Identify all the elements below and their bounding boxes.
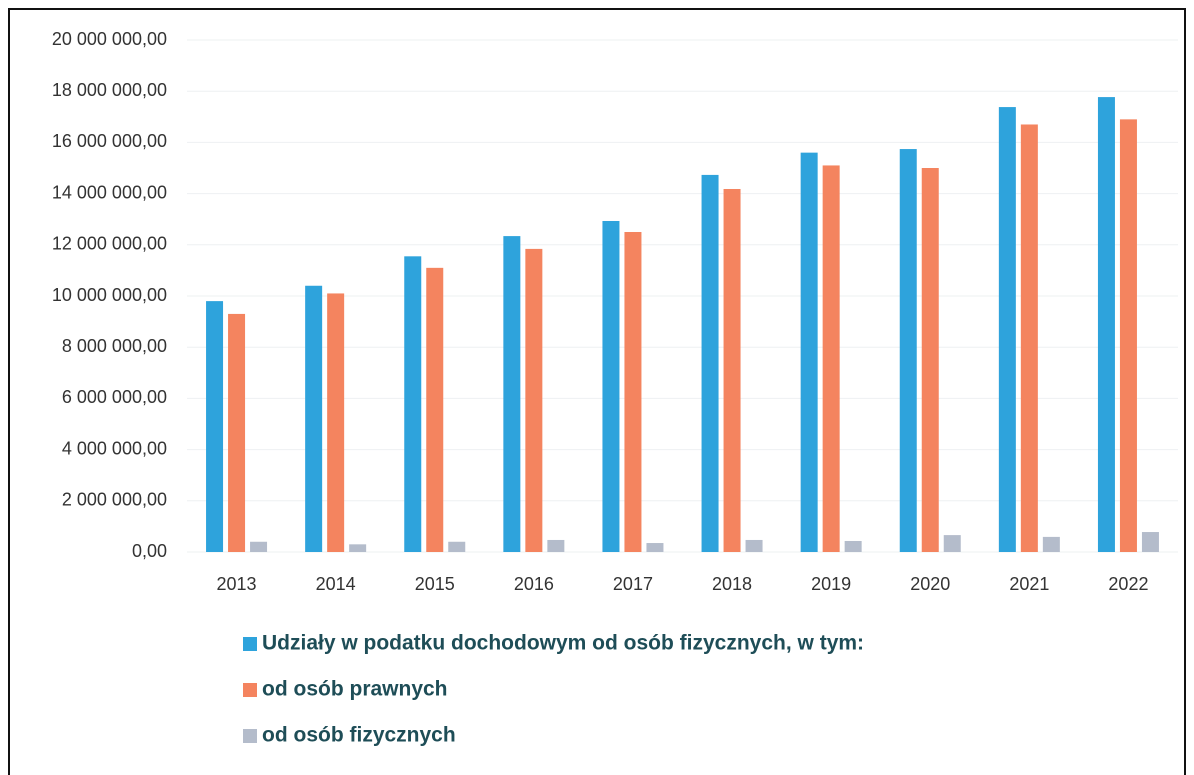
- bar: [404, 256, 422, 552]
- x-tick-label: 2013: [217, 574, 257, 594]
- bar: [349, 544, 367, 552]
- x-tick-label: 2017: [613, 574, 653, 594]
- bar: [1042, 536, 1060, 552]
- y-tick-label: 14 000 000,00: [52, 182, 167, 202]
- y-tick-label: 0,00: [132, 541, 167, 561]
- legend-swatch: [243, 683, 257, 697]
- x-tick-label: 2015: [415, 574, 455, 594]
- bar: [943, 535, 961, 552]
- y-tick-label: 10 000 000,00: [52, 285, 167, 305]
- y-tick-label: 16 000 000,00: [52, 131, 167, 151]
- bar: [723, 188, 741, 552]
- bar: [998, 107, 1016, 553]
- bar: [305, 285, 323, 552]
- bar: [525, 248, 543, 552]
- legend-swatch: [243, 729, 257, 743]
- bar: [701, 174, 719, 553]
- bar: [503, 236, 521, 552]
- bar: [1141, 532, 1159, 552]
- x-tick-label: 2021: [1009, 574, 1049, 594]
- bar: [1097, 97, 1115, 552]
- y-tick-label: 8 000 000,00: [62, 336, 167, 356]
- x-tick-label: 2020: [910, 574, 950, 594]
- y-tick-label: 4 000 000,00: [62, 438, 167, 458]
- y-tick-label: 2 000 000,00: [62, 490, 167, 510]
- bar: [426, 267, 444, 552]
- legend-swatch: [243, 637, 257, 651]
- x-tick-label: 2018: [712, 574, 752, 594]
- bar: [547, 539, 565, 552]
- bar: [624, 232, 642, 552]
- bar: [206, 301, 224, 552]
- bar: [921, 168, 939, 552]
- bar: [822, 165, 840, 552]
- bar: [327, 293, 345, 552]
- bar: [602, 220, 620, 552]
- bar: [844, 540, 862, 552]
- y-tick-label: 18 000 000,00: [52, 80, 167, 100]
- bar: [250, 541, 268, 552]
- legend-label: Udziały w podatku dochodowym od osób fiz…: [262, 632, 864, 655]
- frame: [8, 8, 1186, 775]
- legend-label: od osób prawnych: [262, 678, 448, 701]
- bar: [228, 313, 246, 552]
- y-tick-label: 6 000 000,00: [62, 387, 167, 407]
- bar: [448, 541, 466, 552]
- legend-label: od osób fizycznych: [262, 724, 456, 747]
- bar: [745, 539, 763, 552]
- bar: [800, 152, 818, 552]
- bar: [1020, 124, 1038, 552]
- x-tick-label: 2016: [514, 574, 554, 594]
- x-tick-label: 2014: [316, 574, 356, 594]
- bar: [899, 149, 917, 552]
- x-tick-label: 2022: [1108, 574, 1148, 594]
- bar: [1119, 119, 1137, 553]
- y-tick-label: 20 000 000,00: [52, 29, 167, 49]
- y-tick-label: 12 000 000,00: [52, 234, 167, 254]
- x-tick-label: 2019: [811, 574, 851, 594]
- bar: [646, 543, 664, 552]
